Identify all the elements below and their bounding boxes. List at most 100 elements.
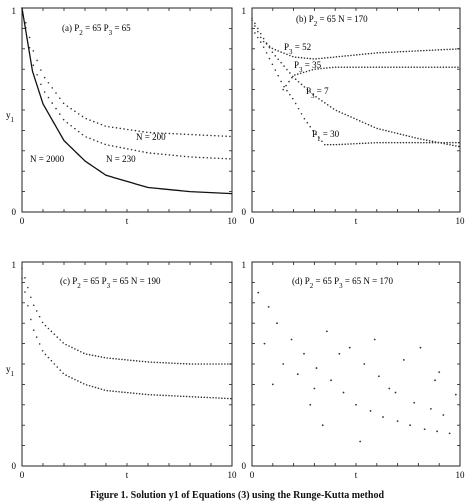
series-point	[440, 141, 443, 144]
series-point	[388, 51, 390, 54]
series-point	[431, 141, 434, 144]
series-point	[202, 156, 205, 159]
series-point	[157, 132, 159, 134]
series-point	[106, 357, 109, 359]
series-point	[24, 277, 26, 279]
series-point	[452, 48, 454, 50]
series-point	[187, 155, 190, 158]
series-point	[47, 96, 50, 99]
series-point	[396, 51, 399, 53]
series-point	[59, 97, 61, 99]
series-point	[262, 40, 265, 43]
series-point	[413, 66, 416, 68]
series-point	[399, 50, 402, 53]
series-point	[305, 70, 308, 73]
series-point	[212, 396, 214, 399]
scatter-point	[448, 432, 451, 435]
series-point	[77, 349, 79, 352]
series-label: N = 2000	[30, 154, 65, 164]
scatter-point	[419, 346, 422, 349]
series-point	[198, 134, 201, 136]
series-point	[188, 395, 191, 398]
series-point	[291, 97, 294, 100]
series-point	[183, 133, 186, 136]
series-point	[308, 69, 311, 72]
panel-title: (a) P2 = 65 P3 = 65	[62, 23, 131, 37]
series-point	[457, 141, 460, 144]
series-point	[321, 57, 323, 60]
series-point	[182, 395, 185, 398]
series-point	[185, 395, 188, 398]
series-point	[408, 50, 411, 53]
series-point	[21, 267, 23, 269]
series-point	[314, 68, 317, 70]
series-point	[396, 141, 399, 144]
series-point	[103, 389, 106, 391]
series-point	[56, 366, 59, 368]
series-point	[312, 129, 314, 132]
series-point	[70, 124, 72, 127]
x-tick-label: 10	[228, 470, 238, 480]
series-point	[283, 85, 285, 88]
series-point	[182, 362, 185, 365]
series-point	[440, 48, 443, 51]
series-point	[138, 392, 141, 395]
series-point	[417, 137, 419, 140]
series-point	[135, 360, 138, 362]
series-point	[437, 141, 440, 144]
figure-caption: Figure 1. Solution y1 of Equations (3) u…	[89, 490, 385, 501]
series-point	[289, 93, 291, 96]
series-point	[306, 121, 309, 124]
series-point	[341, 112, 344, 114]
series-point	[134, 149, 137, 152]
series-point	[132, 359, 135, 362]
series-point	[115, 145, 118, 148]
series-point	[82, 352, 85, 354]
series-point	[254, 32, 256, 34]
series-point	[257, 30, 259, 33]
series-point	[229, 397, 232, 400]
series-point	[286, 89, 288, 92]
series-point	[259, 32, 262, 35]
series-point	[259, 36, 262, 39]
series-point	[168, 154, 171, 156]
scatter-point	[321, 424, 324, 427]
series-point	[355, 66, 357, 68]
series-point	[59, 339, 62, 341]
series-point	[350, 143, 352, 145]
series-point	[344, 143, 346, 145]
series-point	[32, 64, 35, 67]
series-point	[91, 354, 94, 357]
series-point	[70, 107, 72, 110]
series-point	[176, 154, 178, 157]
series-point	[106, 389, 109, 392]
series-point	[77, 380, 79, 382]
series-point	[174, 395, 176, 397]
series-point	[217, 157, 220, 160]
series-point	[381, 66, 384, 68]
series-point	[416, 66, 418, 68]
series-point	[179, 133, 182, 135]
series-point	[265, 42, 268, 44]
series-point	[420, 141, 422, 144]
series-point	[302, 71, 305, 74]
series-point	[356, 142, 358, 145]
series-point	[331, 66, 334, 69]
scatter-point	[315, 367, 318, 369]
series-point	[303, 86, 306, 88]
series-point	[118, 390, 120, 393]
series-point	[385, 129, 387, 132]
series-point	[358, 142, 361, 145]
scatter-point	[267, 305, 270, 308]
series-point	[51, 102, 54, 104]
series-point	[398, 66, 401, 68]
series-point	[414, 141, 416, 144]
scatter-point	[313, 387, 316, 390]
series-point	[127, 391, 129, 394]
series-point	[24, 21, 27, 24]
series-point	[445, 66, 448, 68]
series-point	[352, 66, 354, 68]
series-point	[285, 84, 287, 87]
series-point	[153, 394, 156, 396]
